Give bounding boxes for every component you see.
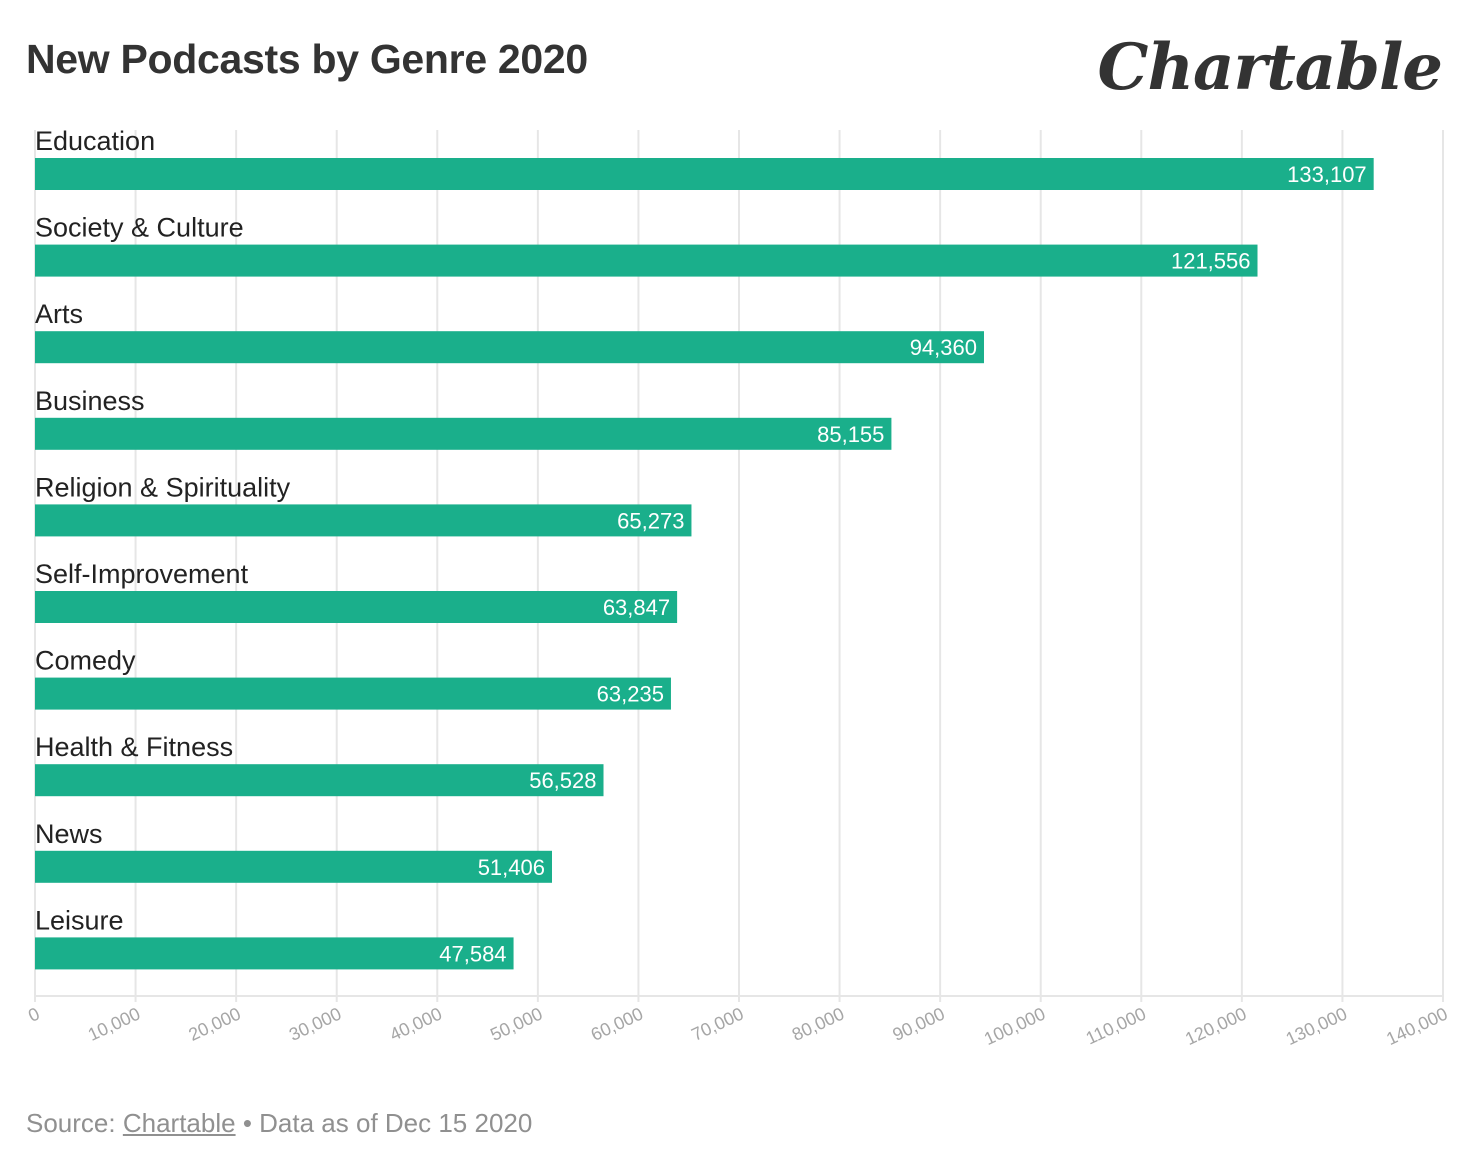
bar-value-label: 63,235	[597, 682, 664, 707]
category-label: Business	[35, 386, 145, 416]
x-tick-label: 40,000	[387, 1003, 445, 1044]
category-label: Education	[35, 126, 155, 156]
bar	[35, 331, 984, 364]
chartable-logo: Chartable	[1097, 30, 1443, 105]
bar-chart: 0 10,000 20,000 30,000 40,000 50,000 60,000 70,…	[25, 126, 1451, 1049]
x-tick-label: 100,000	[981, 1003, 1048, 1049]
chart-title: New Podcasts by Genre 2020	[26, 36, 588, 82]
bar-value-label: 94,360	[910, 335, 977, 360]
x-tick-label: 80,000	[789, 1003, 847, 1044]
bar-value-label: 51,406	[478, 855, 545, 880]
bar-value-label: 56,528	[529, 768, 596, 793]
category-label: Self-Improvement	[35, 559, 249, 589]
x-tick-label: 110,000	[1083, 1003, 1149, 1048]
category-label: Religion & Spirituality	[35, 472, 291, 502]
category-label: Comedy	[35, 646, 136, 676]
bar	[35, 677, 671, 710]
category-label: Leisure	[35, 905, 124, 935]
bar-value-label: 65,273	[617, 508, 684, 533]
category-label: Health & Fitness	[35, 732, 233, 762]
bar	[35, 764, 604, 797]
x-tick-label: 10,000	[85, 1003, 143, 1044]
bar	[35, 591, 678, 623]
x-tick-label: 140,000	[1383, 1003, 1450, 1049]
bar-value-label: 63,847	[603, 595, 670, 620]
x-tick-label: 60,000	[588, 1003, 646, 1044]
category-label: Society & Culture	[35, 213, 244, 243]
source-link[interactable]: Chartable	[122, 1108, 236, 1138]
x-tick-label: 0	[25, 1003, 43, 1025]
footer-separator: •	[242, 1108, 252, 1138]
bar	[35, 417, 892, 450]
bar	[35, 850, 552, 883]
source-footer: Source: Chartable • Data as of Dec 15 20…	[26, 1108, 532, 1139]
bar	[35, 244, 1258, 277]
bar-value-label: 133,107	[1287, 162, 1367, 187]
x-tick-label: 20,000	[185, 1003, 243, 1044]
source-prefix: Source:	[26, 1108, 116, 1138]
category-label: Arts	[35, 299, 83, 329]
x-tick-label: 90,000	[889, 1003, 947, 1044]
bar	[35, 504, 692, 537]
bar	[35, 937, 514, 970]
x-tick-label: 120,000	[1182, 1003, 1249, 1049]
data-date-note: Data as of Dec 15 2020	[259, 1108, 533, 1138]
category-label: News	[35, 819, 103, 849]
x-tick-label: 30,000	[286, 1003, 344, 1044]
bar-value-label: 121,556	[1171, 249, 1251, 274]
x-tick-label: 50,000	[487, 1003, 545, 1044]
x-tick-label: 70,000	[688, 1003, 746, 1044]
bar-value-label: 47,584	[439, 941, 506, 966]
x-tick-label: 130,000	[1283, 1003, 1350, 1049]
bar-value-label: 85,155	[817, 422, 884, 447]
bar	[35, 158, 1374, 190]
